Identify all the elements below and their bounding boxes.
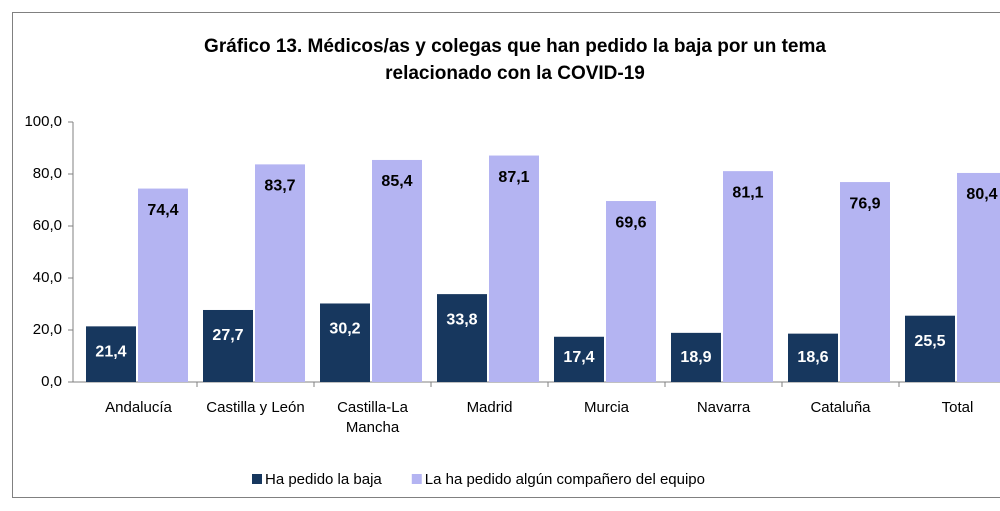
bar xyxy=(203,309,253,382)
x-tick-label: Andalucía xyxy=(105,399,172,416)
x-tick-label: Navarra xyxy=(696,399,751,416)
y-tick-label: 60,0 xyxy=(33,217,62,234)
bar xyxy=(320,303,370,382)
data-label: 74,4 xyxy=(147,202,178,219)
legend-label: La ha pedido algún compañero del equipo xyxy=(425,471,705,488)
bar xyxy=(138,188,188,382)
bar xyxy=(723,171,773,382)
data-label: 25,5 xyxy=(914,333,945,350)
x-tick-label: Madrid xyxy=(466,399,513,416)
data-label: 18,9 xyxy=(680,349,711,366)
bar xyxy=(840,182,890,382)
y-tick-label: 0,0 xyxy=(41,373,62,390)
data-label: 17,4 xyxy=(563,349,594,366)
data-label: 80,4 xyxy=(966,186,997,203)
data-label: 85,4 xyxy=(381,173,412,190)
bar xyxy=(255,164,305,382)
y-tick-label: 40,0 xyxy=(33,269,62,286)
bar xyxy=(554,336,604,382)
data-label: 18,6 xyxy=(797,349,828,366)
data-label: 69,6 xyxy=(615,214,646,231)
bar xyxy=(957,172,1000,382)
chart-border xyxy=(12,12,1000,498)
bar xyxy=(671,332,721,382)
x-tick-label: Cataluña xyxy=(810,399,871,416)
y-tick-label: 80,0 xyxy=(33,165,62,182)
legend-swatch xyxy=(411,474,422,484)
bar xyxy=(489,155,539,382)
data-label: 76,9 xyxy=(849,195,880,212)
x-tick-label: Castilla y León xyxy=(206,399,305,416)
data-label: 27,7 xyxy=(212,327,243,344)
data-label: 30,2 xyxy=(329,321,360,338)
data-label: 83,7 xyxy=(264,178,295,195)
bar xyxy=(788,333,838,382)
x-tick-label: Murcia xyxy=(583,399,629,416)
legend-swatch xyxy=(252,474,262,484)
x-tick-label: Castilla-La Mancha xyxy=(337,399,408,436)
x-tick-label: Total xyxy=(941,399,974,416)
data-label: 87,1 xyxy=(498,169,529,186)
bar xyxy=(372,159,422,382)
data-label: 81,1 xyxy=(732,184,763,201)
data-label: 21,4 xyxy=(95,344,126,361)
bar xyxy=(437,294,487,382)
y-tick-label: 100,0 xyxy=(24,113,62,130)
legend-label: Ha pedido la baja xyxy=(265,471,382,488)
bar xyxy=(86,326,136,382)
bar xyxy=(905,315,955,382)
chart-title: Gráfico 13. Médicos/as y colegas que han… xyxy=(204,36,826,84)
y-tick-label: 20,0 xyxy=(33,321,62,338)
data-label: 33,8 xyxy=(446,311,477,328)
bar xyxy=(606,201,656,382)
